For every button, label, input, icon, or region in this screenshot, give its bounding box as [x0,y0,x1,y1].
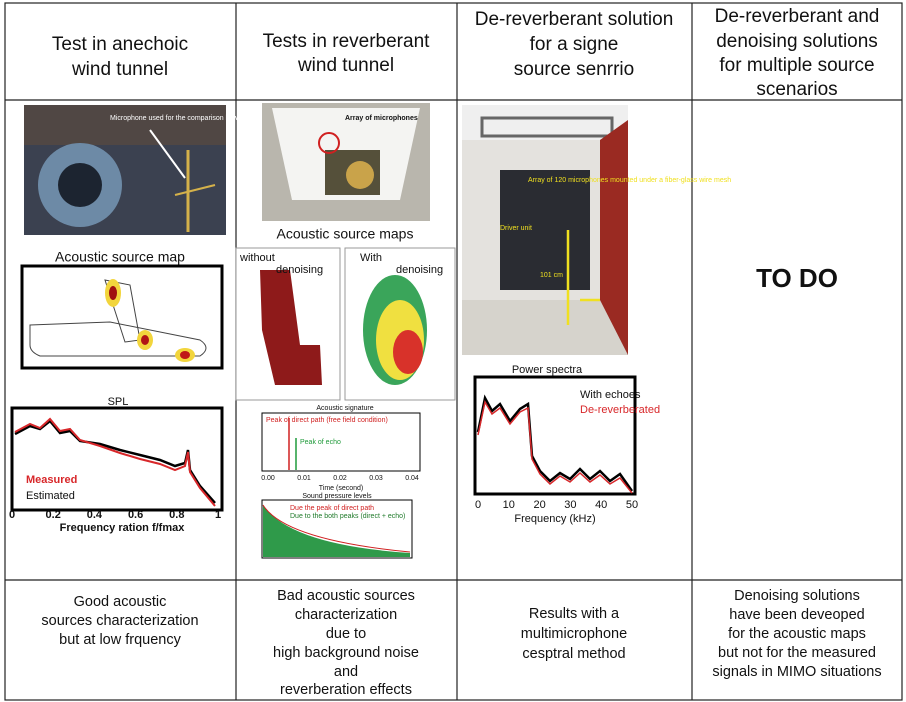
map-label: denoising [396,264,443,276]
x-tick-label: 0.00 [261,475,275,482]
x-axis-label: Frequency ration f/fmax [60,522,186,534]
x-axis-label: Time (second) [319,485,363,492]
caption: reverberation effects [280,682,412,698]
x-ticks: 0 10 20 30 40 50 [475,499,638,511]
status: TO DO [756,263,838,293]
caption: and [334,664,358,680]
body: {"table": { "headers": [ ["Test in anech… [0,0,906,702]
header: Tests in reverberant [263,31,431,52]
photo-label: 101 cm [540,272,563,279]
caption: multimicrophone [521,626,627,642]
caption: high background noise [273,645,419,661]
chart-note: Due to the both peaks (direct + echo) [290,513,405,520]
map-label: With [360,252,382,264]
map-fill [393,330,423,374]
caption: cesptral method [522,646,625,662]
legend-entry: Measured [26,474,77,486]
x-tick-label: 1 [215,509,221,521]
header: denoising solutions [716,31,878,52]
photo-floor [462,300,628,355]
header: wind tunnel [297,55,394,76]
panel-title: Acoustic source maps [277,226,414,242]
photo-label: Array of 120 microphones mounted under a… [528,177,731,184]
photo-wall [24,105,226,145]
x-ticks: 0.00 0.01 0.02 0.03 0.04 [261,475,419,482]
x-tick-label: 0.8 [169,509,184,521]
header: source senrrio [514,59,634,80]
map-label: denoising [276,264,323,276]
chart-title: Acoustic signature [316,405,373,412]
summary-table: Test in anechoic wind tunnel Tests in re… [0,0,906,702]
x-tick-label: 0.01 [297,475,311,482]
caption: but not for the measured [718,645,876,661]
caption: but at low frquency [59,632,181,648]
header: Test in anechoic [52,34,188,55]
header: wind tunnel [71,59,168,80]
source-blob [109,286,117,300]
x-tick-label: 0.4 [87,509,103,521]
header: De-reverberant solution [475,9,674,30]
x-tick-label: 40 [595,499,607,511]
caption: sources characterization [41,613,198,629]
header: De-reverberant and [715,6,880,27]
chart-note: Peak of direct path (free field conditio… [266,417,388,424]
legend-entry: Estimated [26,490,75,502]
header: scenarios [756,79,837,100]
x-tick-label: 0.6 [128,509,143,521]
x-tick-label: 50 [626,499,638,511]
photo-label: Array of microphones [345,115,418,122]
x-tick-label: 0 [9,509,15,521]
x-tick-label: 30 [564,499,576,511]
caption: characterization [295,607,397,623]
caption: for the acoustic maps [728,626,866,642]
photo-label: Driver unit [500,225,532,232]
legend-entry: De-reverberated [580,404,660,416]
chart-title: Power spectra [512,364,583,376]
caption: due to [326,626,366,642]
panel-title: Acoustic source map [55,249,185,265]
photo-nozzle [58,163,102,207]
source-blob [141,335,149,345]
legend-entry: With echoes [580,389,641,401]
header: for a signe [530,34,619,55]
x-tick-label: 0 [475,499,481,511]
caption: Denoising solutions [734,588,860,604]
x-tick-label: 0.2 [46,509,61,521]
page: Acoustic wind tunnel summary body { marg… [0,0,906,702]
chart-title: SPL [108,396,129,408]
chart-note: Due the peak of direct path [290,505,374,512]
header: for multiple source [719,55,874,76]
caption: have been deveoped [729,607,864,623]
source-blob [180,351,190,359]
caption: Results with a [529,606,620,622]
x-axis-label: Frequency (kHz) [514,513,595,525]
x-tick-label: 0.04 [405,475,419,482]
map-label: without [239,252,275,264]
chart-title: Sound pressure levels [302,493,372,500]
caption: Good acoustic [74,594,167,610]
caption: signals in MIMO situations [712,664,881,680]
x-tick-label: 20 [533,499,545,511]
x-tick-label: 10 [503,499,515,511]
caption: Bad acoustic sources [277,588,415,604]
x-tick-label: 0.02 [333,475,347,482]
chart-note: Peak of echo [300,439,341,446]
photo-object [346,161,374,189]
x-tick-label: 0.03 [369,475,383,482]
